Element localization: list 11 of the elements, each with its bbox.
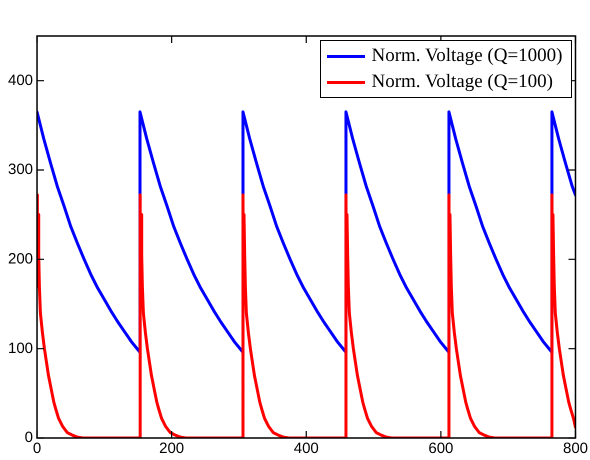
x-tick-label: 800	[562, 440, 588, 458]
legend-label: Norm. Voltage (Q=1000)	[371, 44, 562, 68]
y-tick-label: 200	[8, 250, 34, 268]
x-tick-label: 600	[428, 440, 454, 458]
y-tick-label: 0	[24, 429, 34, 446]
x-tick-label: 400	[294, 440, 319, 458]
x-tick-label: 200	[159, 440, 184, 458]
legend-label: Norm. Voltage (Q=100)	[371, 70, 553, 94]
y-tick-label: 100	[8, 340, 34, 357]
y-tick-label: 400	[8, 72, 34, 89]
y-tick-label: 300	[8, 161, 34, 178]
